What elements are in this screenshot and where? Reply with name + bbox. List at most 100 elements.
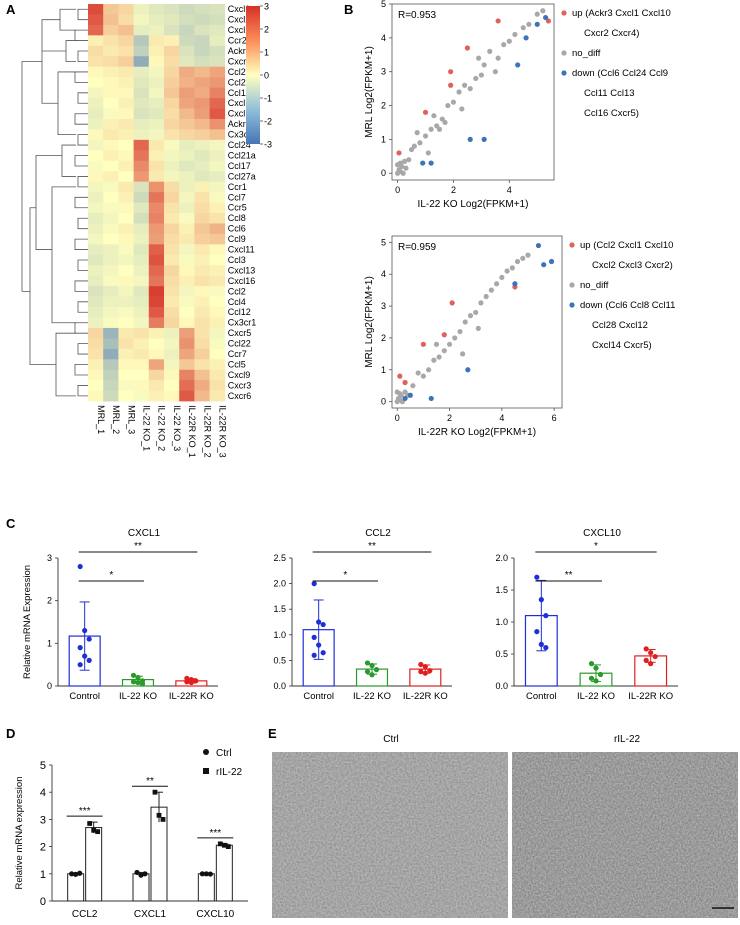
heatmap-cell — [164, 66, 180, 78]
heatmap-column-label: MRL_1 — [96, 405, 106, 434]
heatmap-cell — [209, 66, 226, 78]
heatmap-row-label: Ccl17 — [228, 161, 251, 171]
heatmap-cell — [133, 14, 150, 26]
data-point-no-diff — [450, 99, 457, 105]
heatmap-cell — [148, 202, 165, 214]
heatmap-cell — [103, 244, 119, 256]
data-point-down — [407, 392, 413, 398]
legend-label: up (Ccl2 Cxcl1 Cxcl10 — [580, 240, 673, 251]
data-point-no-diff — [400, 170, 406, 176]
scatter-il22rko: 0 2 4 6 0 1 2 3 4 5 IL-22R KO Log2(FPKM+1) MRL Log2… — [364, 235, 675, 438]
colorbar-ticks: 3 2 1 0 -1 -2 -3 — [260, 2, 272, 150]
y-axis-label: Relative mRNA Expression — [22, 565, 33, 679]
heatmap-cell — [194, 87, 210, 99]
data-point-ctrl — [73, 871, 79, 877]
heatmap-row-label: Ackr3 — [228, 46, 251, 56]
heatmap-cell — [179, 286, 195, 297]
y-tick-label: 2.0 — [273, 579, 286, 589]
heatmap-cell — [118, 118, 134, 130]
data-point — [364, 669, 371, 675]
heatmap-cell — [133, 390, 150, 402]
bar-ril22 — [85, 827, 103, 902]
heatmap-cell — [148, 213, 165, 224]
heatmap-cell — [133, 129, 150, 141]
heatmap-row-label: Ccl3 — [228, 255, 246, 265]
data-point — [135, 679, 141, 686]
data-point-no-diff — [499, 274, 505, 281]
legend-label: Ccl11 Ccl13 — [584, 88, 635, 99]
data-point-down — [428, 160, 434, 166]
heatmap-row-label: Cxcl11 — [228, 245, 255, 255]
data-point — [597, 671, 604, 678]
heatmap-cell — [179, 390, 195, 402]
heatmap-cell — [194, 223, 210, 235]
heatmap-cell — [179, 108, 195, 120]
heatmap-row-label: Ccl7 — [228, 192, 246, 202]
heatmap-cell — [148, 338, 165, 350]
y-tick-label: 1.5 — [273, 604, 286, 614]
heatmap-cell — [88, 244, 104, 256]
panel-letter-a: A — [6, 2, 16, 17]
heatmap-cell — [179, 233, 195, 245]
heatmap-cell — [164, 87, 180, 99]
heatmap-cell — [179, 296, 195, 308]
legend-label: Ccl28 Cxcl12 — [592, 320, 648, 331]
data-point-no-diff — [420, 373, 426, 379]
dendrogram-branch — [74, 322, 88, 334]
heatmap-cell — [103, 45, 119, 57]
y-tick-label: 0 — [381, 168, 386, 178]
heatmap-cell — [133, 202, 150, 214]
heatmap-cell — [194, 338, 210, 350]
heatmap-cell — [133, 192, 150, 203]
x-tick-label: CCL2 — [72, 909, 98, 920]
legend-label: Ctrl — [216, 748, 232, 759]
heatmap-cell — [103, 56, 119, 67]
heatmap-cell — [148, 233, 165, 245]
significance-label: ** — [134, 541, 142, 552]
data-point-ril22 — [217, 841, 223, 847]
data-point-no-diff — [487, 48, 493, 54]
heatmap-row-label: Cxcl1 — [228, 4, 251, 14]
heatmap-cell — [164, 233, 180, 245]
heatmap-cell — [118, 254, 134, 266]
data-point-up — [422, 109, 429, 115]
x-tick-label: Control — [303, 691, 334, 702]
heatmap-cell — [194, 14, 210, 26]
data-point-down — [515, 62, 521, 68]
heatmap-column-label: IL-22 KO_2 — [157, 405, 167, 451]
y-tick-label: 0.0 — [273, 681, 286, 691]
heatmap-row-label: Ccl22 — [228, 339, 251, 349]
data-point-ril22 — [95, 829, 101, 835]
y-tick-label: 3 — [381, 67, 386, 77]
panel-letter-b: B — [344, 2, 353, 17]
heatmap-cell — [148, 4, 165, 15]
heatmap-cell — [88, 4, 104, 15]
heatmap-cell — [164, 275, 180, 287]
data-point-ctrl — [203, 871, 209, 877]
bar-chart-cxcl10: 0.0 0.5 1.0 1.5 2.0 CXCL10 Control IL-22 KO IL-2… — [495, 528, 678, 702]
heatmap-cell — [179, 35, 195, 47]
heatmap-cell — [133, 286, 150, 297]
heatmap-row-label: Cxcl16 — [228, 276, 256, 286]
heatmap-cell — [118, 380, 134, 391]
significance-label: *** — [209, 828, 221, 839]
legend-marker-up — [569, 242, 575, 248]
heatmap-cell — [164, 56, 180, 67]
dendrogram-branch — [74, 155, 88, 167]
y-tick-label: 5 — [381, 237, 386, 247]
heatmap-cell — [194, 307, 210, 318]
heatmap-cell — [133, 4, 150, 15]
data-point-down — [428, 395, 434, 402]
heatmap-cell — [179, 192, 195, 203]
heatmap-cell — [194, 369, 210, 381]
heatmap-cell — [133, 317, 150, 329]
heatmap-cell — [148, 139, 165, 151]
dendrogram-branch — [74, 238, 88, 250]
heatmap-cell — [88, 233, 104, 245]
heatmap-cell — [164, 160, 180, 172]
heatmap-cell — [118, 202, 134, 214]
heatmap-cell — [88, 14, 104, 26]
dendrogram-branch — [77, 134, 88, 146]
heatmap-cell — [164, 77, 180, 88]
y-tick-label: 1 — [47, 638, 52, 648]
